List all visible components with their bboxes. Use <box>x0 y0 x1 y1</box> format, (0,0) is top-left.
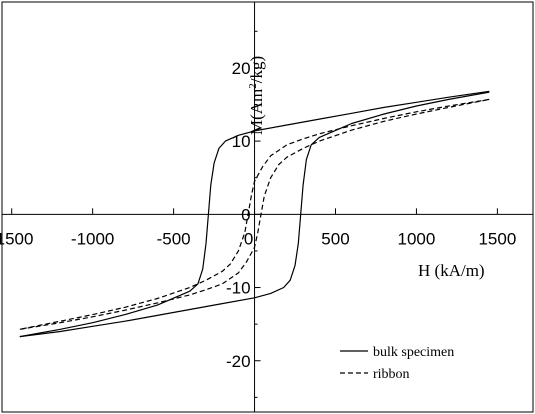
y-tick-label: -10 <box>226 279 251 298</box>
x-tick-label: 0 <box>244 229 253 248</box>
x-tick-label: 1000 <box>398 229 436 248</box>
curve-ribbon-upper-branch <box>19 98 490 330</box>
y-axis-title-base: M(Am <box>247 89 266 135</box>
x-tick-label: -500 <box>157 229 191 248</box>
y-axis-title-tail: /kg) <box>247 56 266 83</box>
x-tick-label: -1500 <box>0 229 33 248</box>
legend-label-ribbon: ribbon <box>373 367 410 382</box>
curves <box>19 90 490 338</box>
ticks: -1500 -1000 -500 0 500 1000 1500 -20 -10 0 10 20 <box>0 30 516 398</box>
x-tick-label: 1500 <box>478 229 516 248</box>
legend-label-bulk-specimen: bulk specimen <box>373 345 454 360</box>
y-tick-label: 20 <box>232 59 251 78</box>
y-axis-title: M(Am2/kg) <box>247 56 266 135</box>
x-tick-label: 500 <box>321 229 349 248</box>
x-axis-title: H (kA/m) <box>418 261 485 280</box>
x-tick-label: -1000 <box>71 229 114 248</box>
y-axis-title-sup: 2 <box>247 83 259 89</box>
y-tick-label: 10 <box>232 132 251 151</box>
legend: bulk specimen ribbon <box>340 345 454 382</box>
curve-bulk-specimen-lower-branch <box>19 91 490 338</box>
y-tick-label: -20 <box>226 352 251 371</box>
curve-bulk-specimen-upper-branch <box>19 90 490 338</box>
curve-ribbon-lower-branch <box>19 98 490 330</box>
y-tick-label: 0 <box>241 205 250 224</box>
